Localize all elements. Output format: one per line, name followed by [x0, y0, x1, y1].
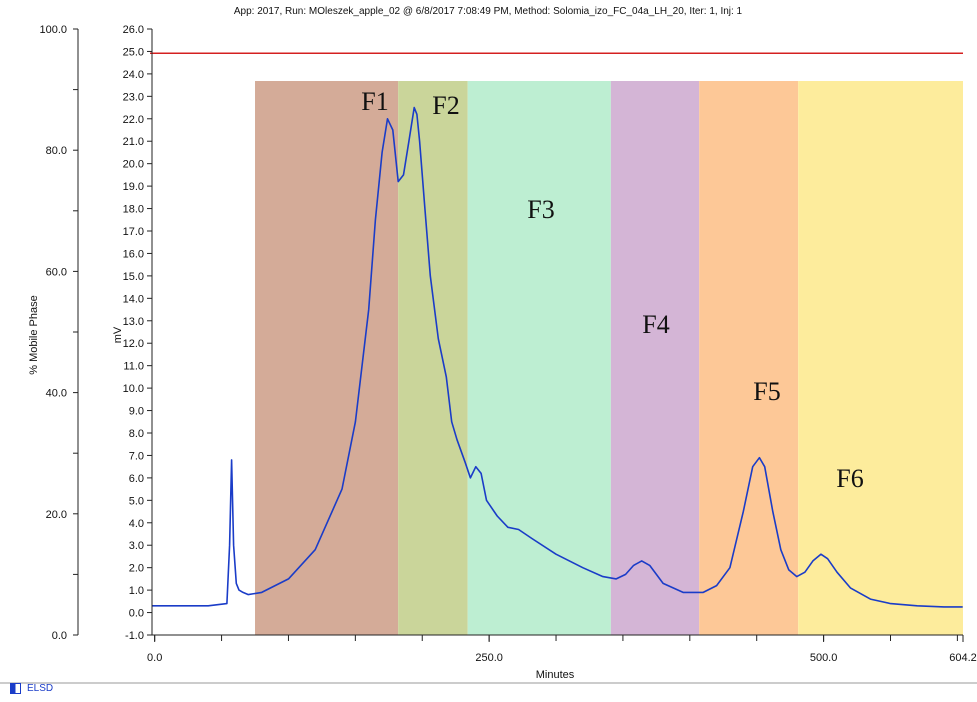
- elsd-trace: [152, 106, 963, 608]
- fraction-band-f5: [699, 81, 799, 635]
- x-axis-title: Minutes: [536, 669, 575, 681]
- phase-tick-label: 40.0: [46, 388, 67, 400]
- x-tick-label: 604.2: [949, 652, 977, 664]
- mv-tick-label: 18.0: [123, 204, 144, 216]
- mv-tick-label: 2.0: [129, 563, 144, 575]
- fraction-band-f2: [398, 81, 468, 635]
- mv-tick-label: 0.0: [129, 608, 144, 620]
- mv-tick-label: 20.0: [123, 159, 144, 171]
- mv-tick-label: -1.0: [125, 630, 144, 642]
- fraction-label-f5: F5: [753, 377, 780, 406]
- phase-axis-ticks: 0.0 20.0 40.0 60.0 80.0 100.0: [39, 24, 78, 642]
- fraction-label-f4: F4: [642, 310, 669, 339]
- fraction-band-f4: [610, 81, 700, 635]
- mv-tick-label: 16.0: [123, 248, 144, 260]
- mv-tick-label: 7.0: [129, 450, 144, 462]
- phase-tick-label: 0.0: [52, 630, 67, 642]
- mv-tick-label: 6.0: [129, 473, 144, 485]
- phase-axis-title: % Mobile Phase: [28, 295, 40, 375]
- mv-tick-label: 10.0: [123, 383, 144, 395]
- elsd-legend-label: ELSD: [27, 683, 54, 694]
- fraction-bands: [255, 81, 963, 635]
- fraction-band-f6: [798, 81, 963, 635]
- x-tick-label: 250.0: [475, 652, 503, 664]
- fraction-labels: F1 F2 F3 F4 F5 F6: [361, 87, 863, 493]
- mv-tick-label: 15.0: [123, 271, 144, 283]
- mv-axis-title: mV: [112, 326, 124, 343]
- fraction-label-f1: F1: [361, 87, 388, 116]
- mv-tick-label: 22.0: [123, 114, 144, 126]
- mv-tick-label: 3.0: [129, 540, 144, 552]
- mv-tick-label: 4.0: [129, 518, 144, 530]
- phase-tick-label: 20.0: [46, 509, 67, 521]
- mv-tick-label: 23.0: [123, 91, 144, 103]
- fraction-band-f3: [467, 81, 611, 635]
- mv-tick-label: 26.0: [123, 24, 144, 36]
- mv-tick-label: 12.0: [123, 338, 144, 350]
- mv-tick-label: 21.0: [123, 136, 144, 148]
- phase-tick-label: 100.0: [39, 24, 67, 36]
- fraction-label-f6: F6: [836, 464, 863, 493]
- fraction-label-f2: F2: [432, 91, 459, 120]
- elsd-legend-swatch: [10, 683, 21, 694]
- mv-tick-label: 19.0: [123, 181, 144, 193]
- chart-title: App: 2017, Run: MOleszek_apple_02 @ 6/8/…: [234, 6, 743, 17]
- x-tick-label: 0.0: [147, 652, 162, 664]
- mv-tick-label: 8.0: [129, 428, 144, 440]
- mv-tick-label: 14.0: [123, 293, 144, 305]
- mv-tick-label: 17.0: [123, 226, 144, 238]
- phase-tick-label: 80.0: [46, 145, 67, 157]
- mv-axis-ticks: -1.0 0.0 1.0 2.0 3.0 4.0 5.0 6.0 7.0 8.0 9.0 10.0 11…: [123, 24, 152, 642]
- mv-tick-label: 1.0: [129, 585, 144, 597]
- fraction-label-f3: F3: [527, 195, 554, 224]
- mv-tick-label: 11.0: [123, 361, 144, 373]
- mv-tick-label: 25.0: [123, 46, 144, 58]
- phase-tick-label: 60.0: [46, 266, 67, 278]
- legend: ELSD: [10, 683, 53, 694]
- x-tick-label: 500.0: [810, 652, 838, 664]
- mv-tick-label: 24.0: [123, 69, 144, 81]
- mv-tick-label: 9.0: [129, 406, 144, 418]
- mv-tick-label: 5.0: [129, 495, 144, 507]
- x-axis-ticks: 0.0 250.0 500.0 604.2: [147, 635, 977, 664]
- fraction-band-f1: [255, 81, 399, 635]
- mv-tick-label: 13.0: [123, 316, 144, 328]
